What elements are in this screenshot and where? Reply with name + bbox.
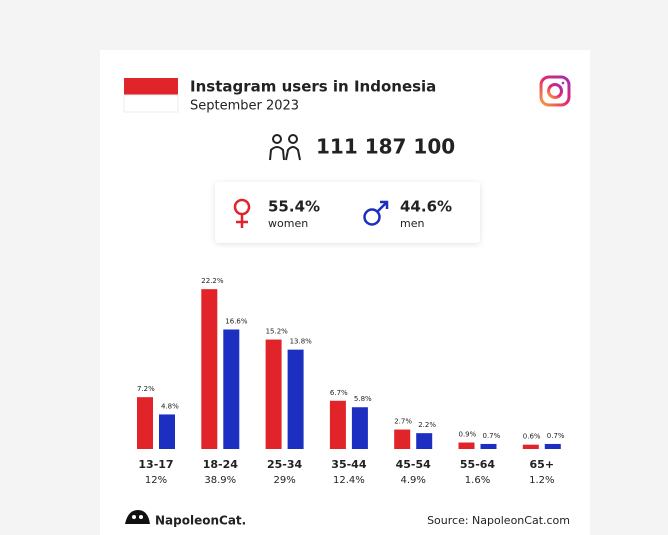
- men-label: men: [400, 217, 424, 230]
- bar: [137, 397, 153, 449]
- value-label: 2.2%: [418, 421, 436, 429]
- bar: [223, 329, 240, 449]
- share-label: 12%: [145, 475, 167, 486]
- value-label: 0.7%: [483, 432, 501, 440]
- value-label: 22.2%: [201, 277, 224, 285]
- value-label: 0.6%: [523, 433, 541, 441]
- bar: [351, 407, 368, 449]
- bar: [287, 349, 304, 449]
- category-label: 13-17: [138, 458, 173, 471]
- share-label: 1.6%: [465, 475, 490, 486]
- gender-box: [215, 182, 480, 243]
- instagram-icon: [539, 75, 571, 107]
- female-symbol: [233, 198, 251, 228]
- bar: [394, 429, 411, 449]
- value-label: 5.8%: [354, 395, 372, 403]
- value-label: 0.9%: [459, 431, 477, 439]
- share-label: 12.4%: [333, 475, 365, 486]
- flag: [123, 78, 179, 113]
- category-label: 25-34: [267, 458, 303, 471]
- bar: [416, 433, 433, 449]
- source: Source: NapoleonCat.com: [427, 514, 570, 527]
- bar: [329, 400, 346, 449]
- bar: [480, 443, 497, 449]
- title: Instagram users in Indonesia: [190, 78, 436, 96]
- bar: [522, 444, 539, 449]
- bar: [265, 339, 282, 449]
- male-symbol: [363, 200, 389, 226]
- bar: [458, 442, 475, 449]
- value-label: 15.2%: [266, 328, 289, 336]
- bar: [201, 289, 218, 449]
- share-label: 38.9%: [204, 475, 236, 486]
- category-label: 35-44: [331, 458, 367, 471]
- value-label: 0.7%: [547, 432, 565, 440]
- card: [100, 50, 590, 535]
- women-label: women: [268, 217, 308, 230]
- category-label: 55-64: [460, 458, 496, 471]
- share-label: 1.2%: [529, 475, 554, 486]
- bar: [159, 414, 175, 449]
- category-label: 45-54: [396, 458, 432, 471]
- category-label: 65+: [530, 458, 555, 471]
- brand: NapoleonCat.: [155, 514, 246, 528]
- share-label: 4.9%: [400, 475, 425, 486]
- value-label: 13.8%: [290, 338, 313, 346]
- value-label: 2.7%: [394, 418, 412, 426]
- men-share: 44.6%: [400, 198, 452, 216]
- total-users: 111 187 100: [316, 135, 455, 159]
- share-label: 29%: [273, 475, 295, 486]
- subtitle: September 2023: [190, 99, 299, 114]
- bar: [544, 443, 561, 449]
- brand-logo: [125, 510, 150, 524]
- users-icon: [269, 134, 301, 161]
- category-label: 18-24: [203, 458, 239, 471]
- women-share: 55.4%: [268, 198, 320, 216]
- value-label: 6.7%: [330, 389, 348, 397]
- value-label: 7.2%: [137, 385, 155, 393]
- value-label: 16.6%: [225, 317, 248, 325]
- value-label: 4.8%: [161, 402, 179, 410]
